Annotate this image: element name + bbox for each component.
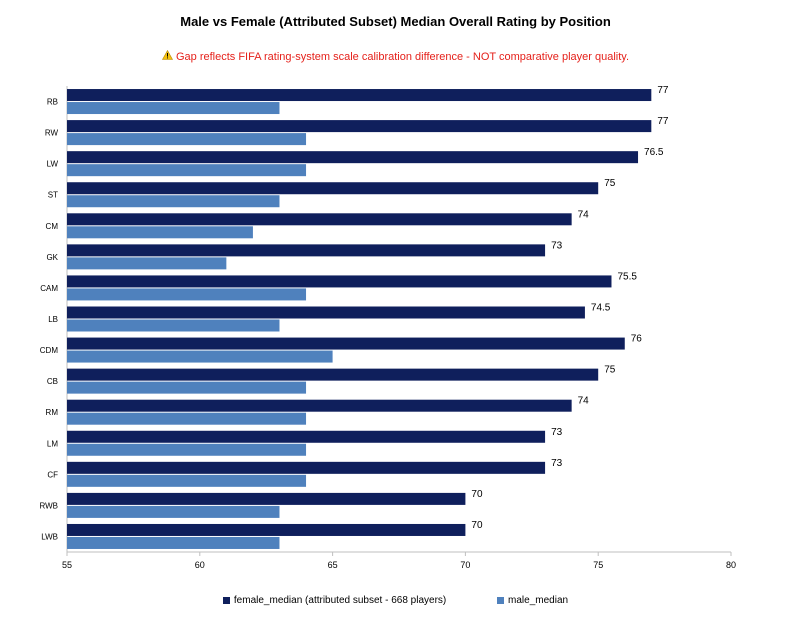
category-label: LWB [41,532,58,541]
data-label-female: 75 [604,178,616,189]
data-label-female: 74.5 [591,303,611,314]
bar-female [67,275,612,288]
data-label-female: 77 [657,85,669,96]
x-tick-label: 60 [195,560,205,570]
bar-female [67,368,599,381]
bar-male [67,102,280,115]
category-label: LW [47,160,59,169]
data-label-female: 74 [578,396,590,407]
bar-female [67,523,466,536]
data-label-female: 73 [551,240,563,251]
bar-female [67,306,585,319]
legend-swatch-female [222,597,230,604]
category-label: ST [48,191,58,200]
warning-icon [161,49,173,63]
bar-female [67,337,625,350]
data-label-female: 75 [604,365,616,376]
bar-male [67,164,307,177]
data-label-female: 70 [471,520,483,531]
subtitle-text: Gap reflects FIFA rating-system scale ca… [175,51,630,63]
bar-female [67,213,572,226]
bar-female [67,182,599,195]
data-label-female: 75.5 [617,271,637,282]
data-label-female: 73 [551,458,563,469]
category-label: RB [47,98,58,107]
bar-male [67,381,307,394]
x-tick-label: 80 [726,560,736,570]
bar-male [67,443,307,456]
bar-female [67,120,652,133]
legend-item-female: female_median (attributed subset - 668 p… [222,595,447,606]
category-label: RWB [39,501,58,510]
legend-swatch-male [497,597,505,604]
bar-male [67,226,253,239]
bar-female [67,89,652,102]
category-label: GK [46,253,58,262]
category-label: CF [47,470,58,479]
category-label: RW [45,129,59,138]
bar-female [67,151,639,164]
bar-male [67,319,280,332]
legend-item-male: male_median [497,595,568,606]
data-label-female: 73 [551,427,563,438]
data-label-female: 76.5 [644,147,664,158]
bar-male [67,288,307,301]
bar-male [67,350,333,363]
legend: female_median (attributed subset - 668 p… [0,595,791,607]
bar-male [67,133,307,146]
data-label-female: 77 [657,116,669,127]
x-tick-label: 75 [593,560,603,570]
x-tick-label: 55 [62,560,72,570]
category-label: CB [47,377,58,386]
data-label-female: 70 [471,489,483,500]
bar-male [67,474,307,487]
x-tick-label: 65 [328,560,338,570]
bar-male [67,195,280,208]
bar-male [67,536,280,549]
category-label: LB [48,315,58,324]
chart-title: Male vs Female (Attributed Subset) Media… [180,14,611,29]
category-label: CDM [40,346,59,355]
x-tick-label: 70 [460,560,470,570]
legend-label-female: female_median (attributed subset - 668 p… [233,595,447,606]
bar-male [67,257,227,270]
legend-label-male: male_median [508,595,569,606]
bar-male [67,412,307,425]
bar-female [67,492,466,505]
category-label: CAM [40,284,58,293]
bar-female [67,399,572,412]
bar-female [67,461,546,474]
category-label: CM [46,222,59,231]
category-label: RM [46,408,59,417]
category-label: LM [47,439,58,448]
data-label-female: 76 [631,334,643,345]
chart-subtitle: Gap reflects FIFA rating-system scale ca… [0,49,791,63]
bar-male [67,505,280,518]
bar-female [67,244,546,257]
data-label-female: 74 [578,209,590,220]
bar-female [67,430,546,443]
